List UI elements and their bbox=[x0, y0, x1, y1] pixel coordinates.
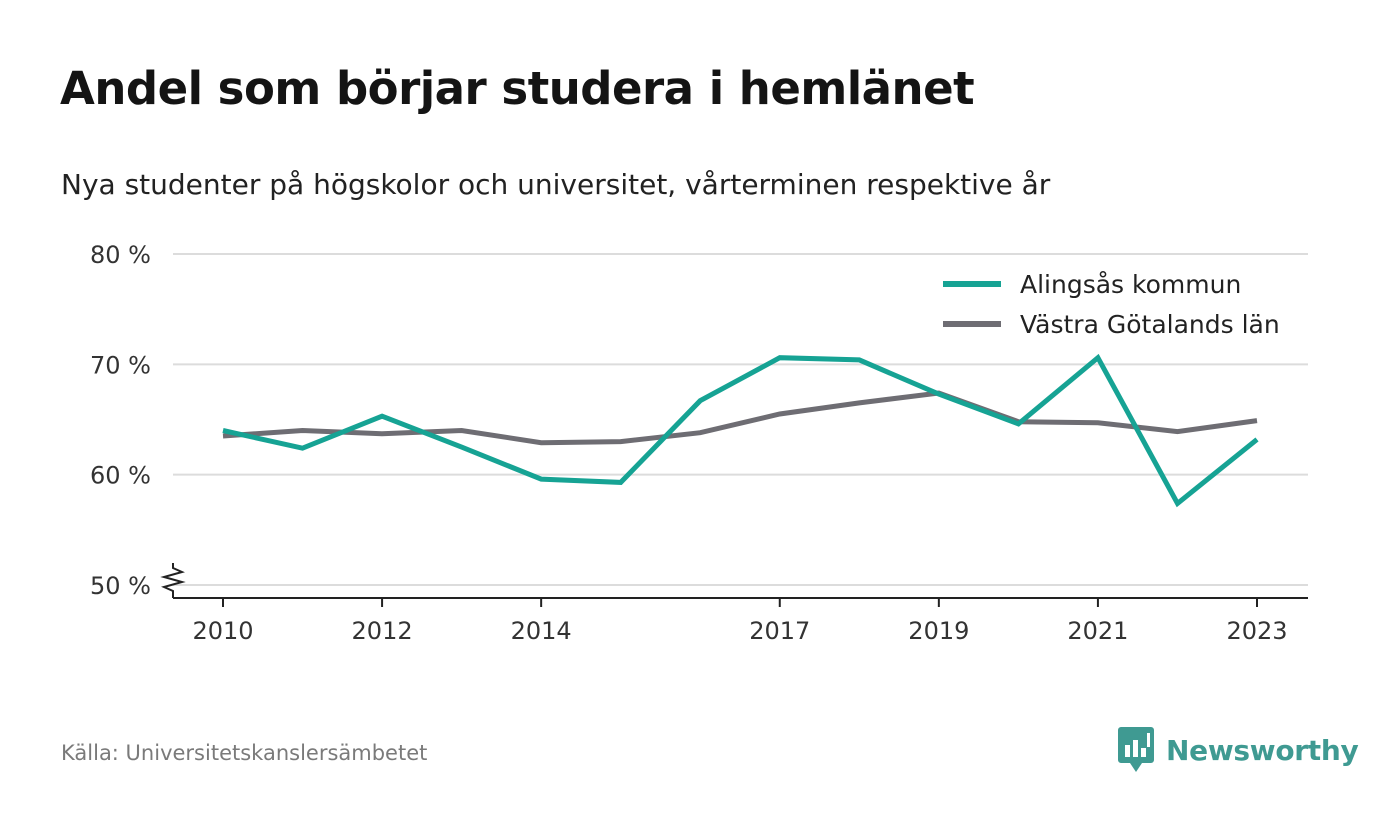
legend: Alingsås kommun Västra Götalands län bbox=[943, 270, 1280, 339]
y-tick-label: 60 % bbox=[90, 462, 151, 490]
y-tick-label: 70 % bbox=[90, 351, 151, 379]
y-tick-label: 50 % bbox=[90, 572, 151, 600]
series-line-vastra-gotaland bbox=[222, 390, 1258, 446]
x-tick-label: 2021 bbox=[1067, 617, 1128, 645]
source-note: Källa: Universitetskanslersämbetet bbox=[61, 741, 428, 765]
x-tick-label: 2014 bbox=[511, 617, 572, 645]
x-axis-ticks: 2010 2012 2014 2017 2019 2021 2023 bbox=[192, 598, 1288, 645]
y-tick-label: 80 % bbox=[90, 241, 151, 269]
x-axis bbox=[160, 563, 1308, 599]
legend-label: Alingsås kommun bbox=[1020, 270, 1241, 299]
line-chart: 50 % 60 % 70 % 80 % 2010 2012 2014 2017 2019 202… bbox=[90, 241, 1308, 645]
x-tick-label: 2023 bbox=[1226, 617, 1287, 645]
chart-title: Andel som börjar studera i hemlänet bbox=[60, 62, 975, 115]
grid-lines bbox=[173, 253, 1308, 586]
x-tick-label: 2010 bbox=[192, 617, 253, 645]
series-line-alingsas bbox=[222, 353, 1259, 508]
y-axis-ticks: 50 % 60 % 70 % 80 % bbox=[90, 241, 151, 600]
legend-label: Västra Götalands län bbox=[1020, 310, 1280, 339]
brand-logo: Newsworthy bbox=[1118, 727, 1359, 773]
y-axis-break-mark bbox=[160, 563, 186, 598]
chart-subtitle: Nya studenter på högskolor och universit… bbox=[61, 168, 1051, 201]
series-lines bbox=[222, 353, 1259, 508]
x-tick-label: 2012 bbox=[352, 617, 413, 645]
x-tick-label: 2017 bbox=[749, 617, 810, 645]
newsworthy-logo-icon bbox=[1118, 727, 1154, 772]
x-tick-label: 2019 bbox=[908, 617, 969, 645]
brand-name: Newsworthy bbox=[1166, 733, 1359, 767]
